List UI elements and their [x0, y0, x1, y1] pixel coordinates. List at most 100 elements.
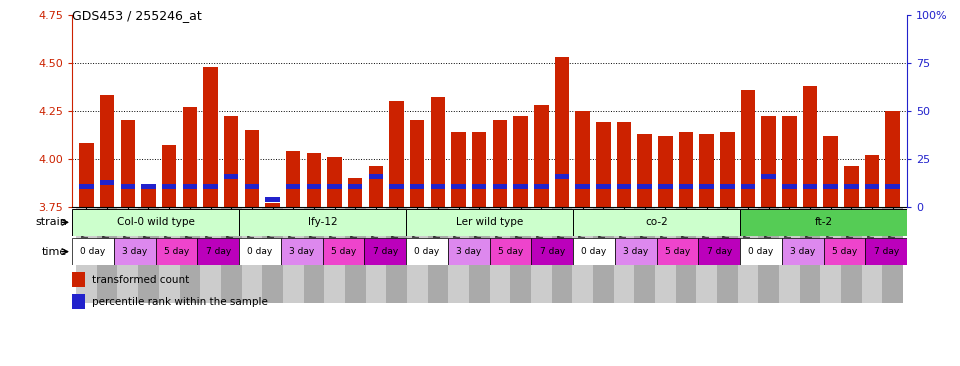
Bar — [862, 207, 882, 303]
Bar — [740, 238, 781, 265]
Bar — [138, 207, 158, 303]
Bar — [882, 207, 903, 303]
Bar — [824, 136, 838, 207]
Bar — [100, 95, 114, 207]
Text: 0 day: 0 day — [582, 247, 607, 256]
Bar — [676, 207, 696, 303]
Bar — [327, 157, 342, 207]
Bar — [406, 209, 573, 236]
Bar — [885, 184, 900, 188]
Text: strain: strain — [36, 217, 67, 227]
Bar — [245, 184, 259, 188]
Bar — [761, 116, 776, 207]
Bar — [698, 238, 740, 265]
Text: 3 day: 3 day — [289, 247, 314, 256]
Text: 0 day: 0 day — [248, 247, 273, 256]
Bar — [741, 90, 756, 207]
Bar — [204, 184, 218, 188]
Bar — [431, 184, 445, 188]
Bar — [614, 238, 657, 265]
Text: 7 day: 7 day — [707, 247, 732, 256]
Text: 3 day: 3 day — [456, 247, 481, 256]
Bar — [758, 207, 779, 303]
Text: 0 day: 0 day — [415, 247, 440, 256]
Bar — [182, 107, 197, 207]
Text: 5 day: 5 day — [665, 247, 690, 256]
Text: 5 day: 5 day — [331, 247, 356, 256]
Bar — [204, 67, 218, 207]
Bar — [180, 207, 201, 303]
Bar — [327, 184, 342, 188]
Bar — [490, 238, 532, 265]
Bar — [534, 105, 548, 207]
Bar — [348, 184, 363, 188]
Bar — [781, 238, 824, 265]
Bar — [700, 134, 714, 207]
Bar — [657, 238, 698, 265]
Bar — [865, 155, 879, 207]
Bar — [121, 184, 135, 188]
Bar — [534, 184, 548, 188]
Bar — [511, 207, 531, 303]
Bar — [324, 207, 345, 303]
Bar — [616, 184, 632, 188]
Bar — [552, 207, 572, 303]
Bar — [224, 174, 238, 179]
Bar — [410, 120, 424, 207]
Text: 0 day: 0 day — [81, 247, 106, 256]
Bar — [575, 111, 589, 207]
Bar — [575, 184, 589, 188]
Bar — [366, 207, 386, 303]
Bar — [800, 207, 821, 303]
Bar — [472, 184, 487, 188]
Bar — [740, 209, 907, 236]
Bar — [717, 207, 737, 303]
Bar — [245, 130, 259, 207]
Bar — [737, 207, 758, 303]
Bar — [158, 207, 180, 303]
Bar — [265, 203, 279, 207]
Bar — [514, 116, 528, 207]
Bar — [201, 207, 221, 303]
Bar — [782, 116, 797, 207]
Text: 5 day: 5 day — [164, 247, 189, 256]
Text: Ler wild type: Ler wild type — [456, 217, 523, 227]
Bar — [700, 184, 714, 188]
Bar — [141, 184, 156, 188]
Bar — [303, 207, 324, 303]
Bar — [761, 174, 776, 179]
Bar — [659, 136, 673, 207]
Bar — [451, 132, 466, 207]
Bar — [141, 187, 156, 207]
Bar — [447, 238, 490, 265]
Text: 3 day: 3 day — [122, 247, 147, 256]
Text: ft-2: ft-2 — [815, 217, 832, 227]
Bar — [80, 143, 94, 207]
Bar — [113, 238, 156, 265]
Bar — [472, 132, 487, 207]
Bar — [221, 207, 242, 303]
Text: 7 day: 7 day — [372, 247, 397, 256]
Bar — [803, 184, 817, 188]
Bar — [72, 238, 113, 265]
Bar — [514, 184, 528, 188]
Bar — [844, 184, 858, 188]
Bar — [280, 238, 323, 265]
Bar — [345, 207, 366, 303]
Bar — [407, 207, 427, 303]
Bar — [100, 180, 114, 185]
Bar — [162, 145, 177, 207]
Bar — [555, 174, 569, 179]
Bar — [824, 184, 838, 188]
Bar — [696, 207, 717, 303]
Bar — [348, 178, 363, 207]
Bar — [635, 207, 655, 303]
Bar — [844, 167, 858, 207]
Bar — [451, 184, 466, 188]
Bar — [492, 120, 507, 207]
Bar — [637, 184, 652, 188]
Bar — [365, 238, 406, 265]
Bar — [841, 207, 862, 303]
Text: 0 day: 0 day — [749, 247, 774, 256]
Bar — [262, 207, 283, 303]
